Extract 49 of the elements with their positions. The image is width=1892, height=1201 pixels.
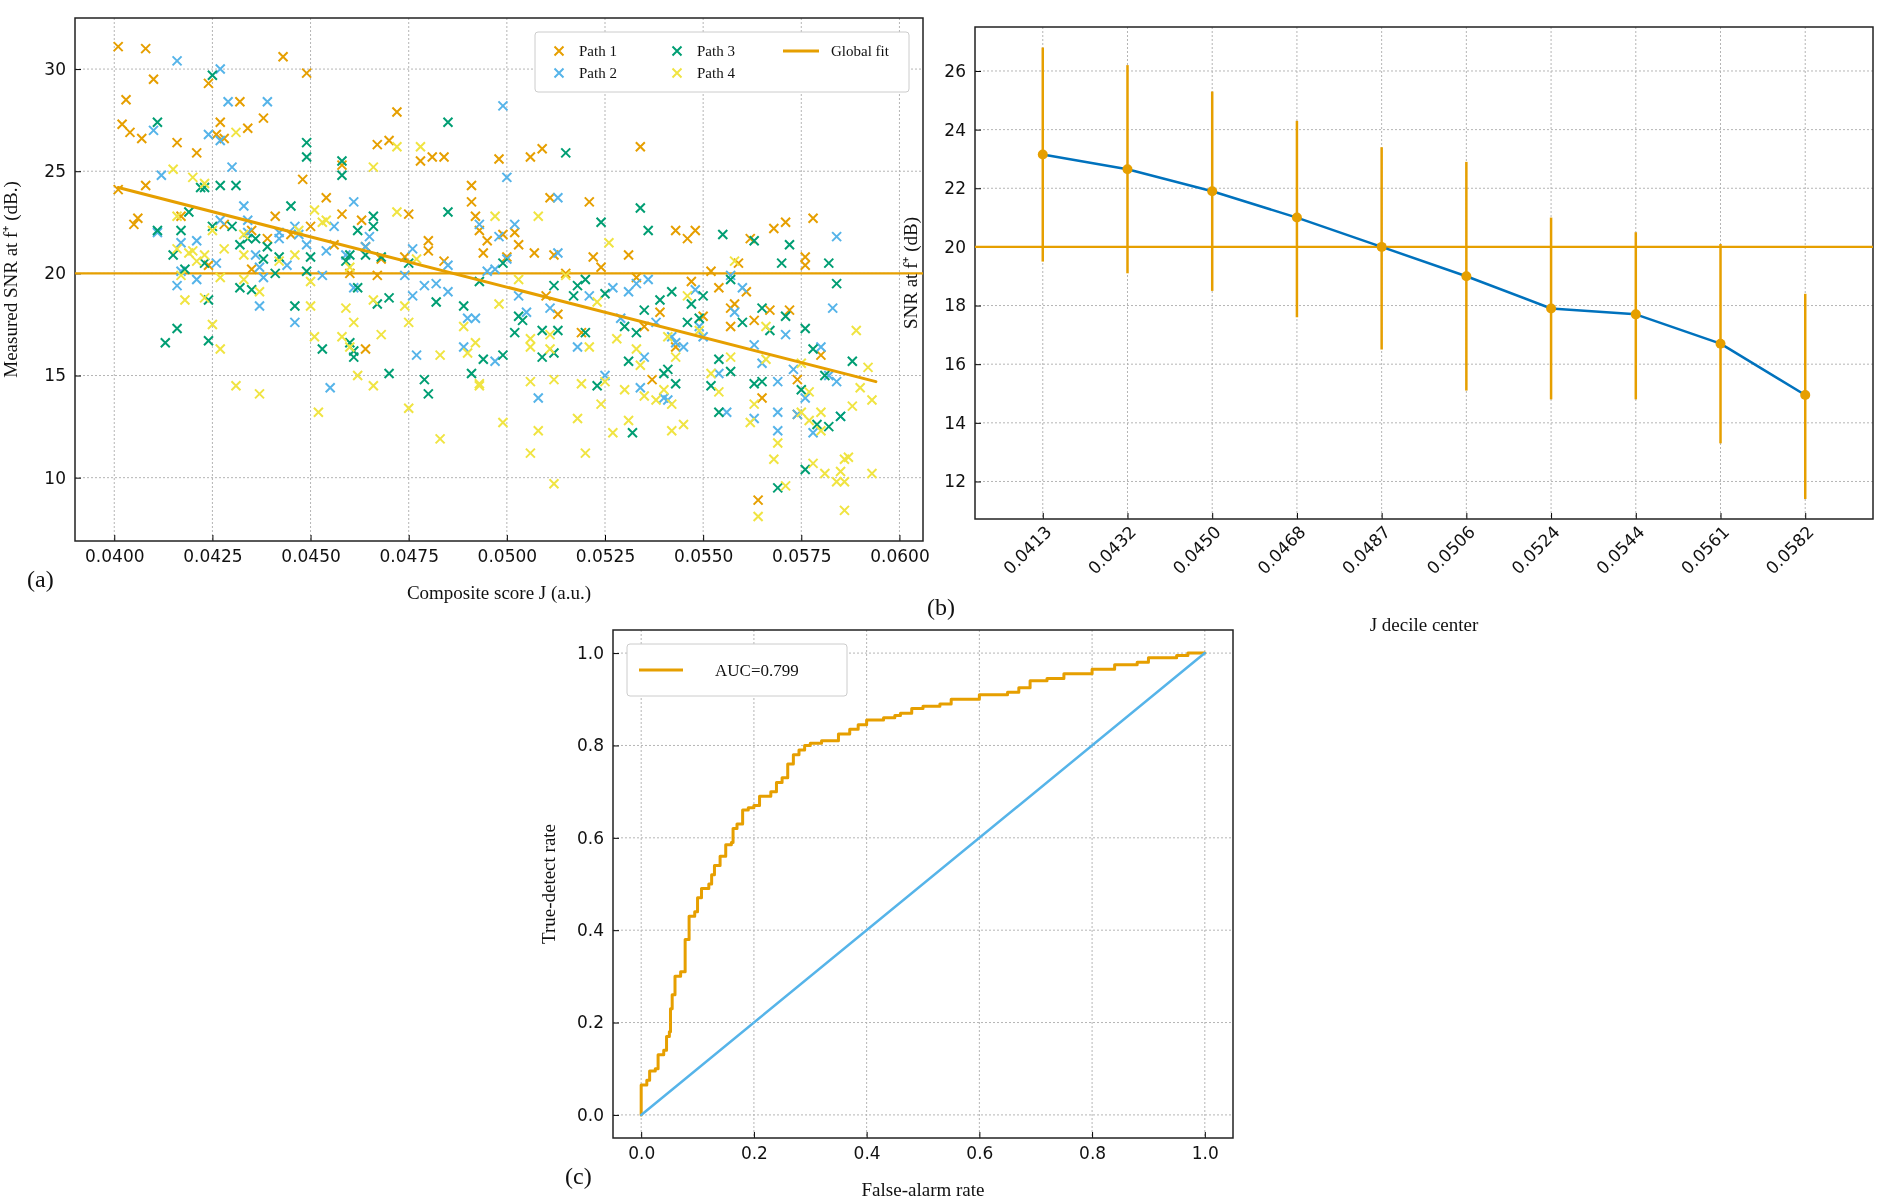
x-tick-label: 0.0400: [85, 546, 145, 567]
legend-label: Global fit: [831, 43, 890, 60]
x-axis-title: False-alarm rate: [861, 1179, 985, 1200]
x-tick-label: 0.0500: [477, 546, 538, 567]
x-tick-label: 0.0550: [673, 546, 734, 567]
x-tick-label: 0.0425: [183, 546, 243, 567]
y-tick-label: 30: [44, 59, 66, 80]
x-tick-label: 0.0: [628, 1143, 656, 1164]
y-tick-label: 0.6: [576, 827, 604, 848]
x-tick-label: 0.0475: [379, 546, 439, 567]
legend-label: Path 2: [579, 65, 617, 82]
legend-label: Path 4: [697, 65, 736, 82]
x-tick-label: 0.8: [1079, 1143, 1107, 1164]
y-tick-label: 12: [944, 471, 966, 492]
y-axis-title: True-detect rate: [538, 823, 559, 945]
y-tick-label: 20: [944, 236, 966, 257]
x-tick-label: 0.2: [740, 1143, 768, 1164]
y-tick-label: 0.2: [576, 1012, 604, 1033]
y-tick-label: 24: [944, 119, 966, 140]
y-tick-label: 15: [44, 365, 66, 386]
y-tick-label: 0.8: [576, 735, 604, 756]
y-tick-label: 26: [944, 60, 966, 81]
y-axis-title: Measured SNR at f⁺ (dB.): [0, 181, 22, 378]
y-tick-label: 16: [944, 354, 966, 375]
y-tick-label: 20: [44, 263, 66, 284]
x-tick-label: 0.0525: [575, 546, 636, 567]
x-tick-label: 1.0: [1191, 1143, 1219, 1164]
y-axis-title: SNR at f⁺ (dB): [900, 216, 922, 330]
legend-label: Path 1: [579, 43, 617, 60]
y-tick-label: 14: [944, 412, 966, 433]
x-tick-label: 0.4: [853, 1143, 881, 1164]
y-tick-label: 1.0: [576, 643, 604, 664]
y-tick-label: 18: [944, 295, 966, 316]
x-tick-label: 0.0600: [870, 546, 930, 567]
text: (a): [27, 566, 54, 592]
legend-label: Path 3: [697, 43, 735, 60]
x-axis-title: Composite score J (a.u.): [406, 582, 592, 604]
x-tick-label: 0.6: [966, 1143, 994, 1164]
text: (c): [565, 1163, 592, 1189]
text: (b): [927, 594, 955, 620]
x-axis-title: J decile center: [1369, 614, 1479, 635]
x-tick-label: 0.0575: [772, 546, 832, 567]
y-tick-label: 0.0: [576, 1104, 604, 1125]
x-tick-label: 0.0450: [281, 546, 341, 567]
y-tick-label: 0.4: [576, 920, 604, 941]
y-tick-label: 10: [44, 467, 66, 488]
legend-label: AUC=0.799: [715, 660, 799, 680]
y-tick-label: 22: [944, 178, 966, 199]
y-tick-label: 25: [44, 161, 66, 182]
